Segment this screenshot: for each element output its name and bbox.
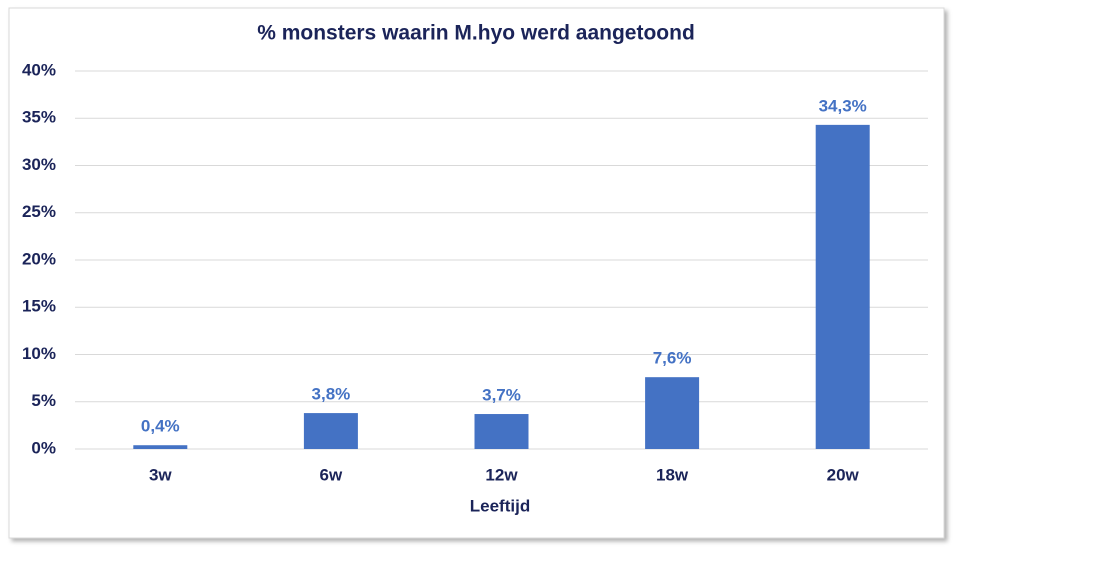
- x-tick-label: 6w: [320, 465, 343, 484]
- y-tick-label: 0%: [31, 438, 56, 457]
- chart-frame: [8, 7, 945, 539]
- y-tick-label: 35%: [22, 108, 56, 127]
- chart-title: % monsters waarin M.hyo werd aangetoond: [257, 22, 695, 45]
- x-tick-label: 12w: [485, 465, 518, 484]
- y-tick-label: 5%: [31, 391, 56, 410]
- y-tick-label: 30%: [22, 155, 56, 174]
- bar: [645, 377, 700, 449]
- y-tick-label: 25%: [22, 202, 56, 221]
- x-axis-label: Leeftijd: [470, 496, 530, 515]
- value-label: 34,3%: [819, 96, 867, 115]
- bar: [133, 445, 188, 449]
- value-label: 3,7%: [482, 386, 521, 405]
- value-label: 3,8%: [312, 385, 351, 404]
- y-tick-label: 15%: [22, 297, 56, 316]
- x-tick-label: 3w: [149, 465, 172, 484]
- bar: [815, 124, 870, 450]
- y-tick-label: 10%: [22, 344, 56, 363]
- y-tick-label: 20%: [22, 249, 56, 268]
- x-tick-label: 18w: [656, 465, 689, 484]
- x-tick-label: 20w: [827, 465, 860, 484]
- value-label: 0,4%: [141, 417, 180, 436]
- value-label: 7,6%: [653, 349, 692, 368]
- bar: [474, 414, 529, 449]
- y-tick-label: 40%: [22, 60, 56, 79]
- bar: [303, 413, 358, 449]
